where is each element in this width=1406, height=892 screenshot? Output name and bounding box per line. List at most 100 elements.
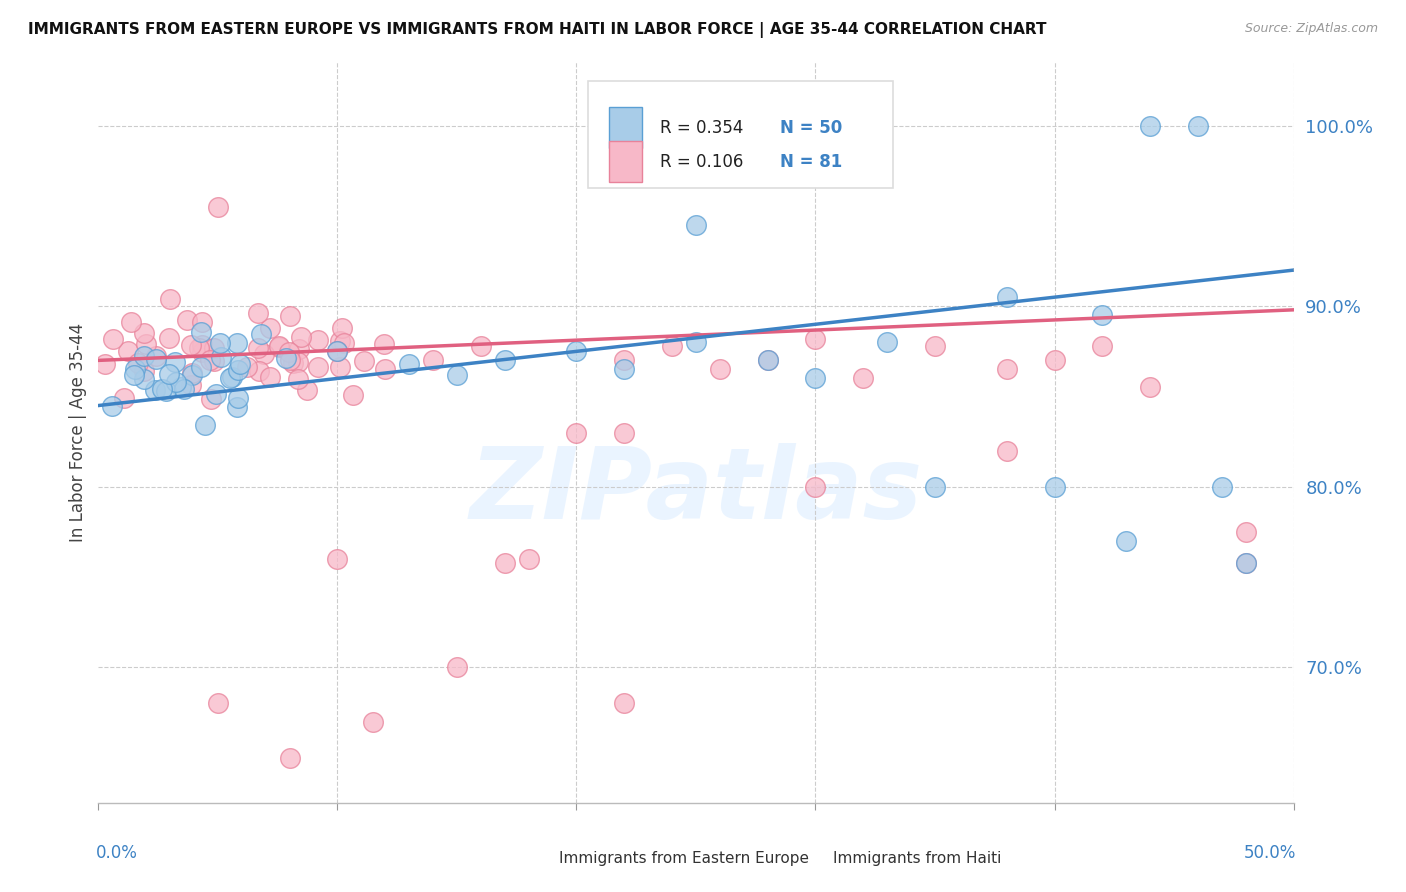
Point (326, 344, 349, 359)
Text: 50.0%: 50.0% (1243, 844, 1296, 862)
Point (613, 425, 636, 440)
Point (101, 399, 124, 413)
Point (187, 341, 209, 355)
Point (159, 292, 181, 306)
Point (1211, 480, 1233, 494)
Point (329, 359, 352, 374)
Point (124, 361, 146, 376)
Point (180, 377, 202, 392)
Point (228, 362, 250, 376)
Text: Source: ZipAtlas.com: Source: ZipAtlas.com (1244, 22, 1378, 36)
Text: ZIPatlas: ZIPatlas (470, 443, 922, 541)
Point (422, 353, 444, 368)
Point (613, 362, 636, 376)
Point (190, 314, 212, 328)
Point (143, 384, 166, 398)
Point (259, 321, 281, 335)
Point (924, 339, 946, 353)
Point (209, 350, 232, 364)
Point (259, 369, 281, 384)
Point (1234, 556, 1257, 570)
Point (205, 386, 228, 401)
Point (103, 332, 125, 346)
Point (191, 337, 214, 351)
Point (114, 391, 136, 405)
Point (756, 353, 779, 368)
Point (287, 342, 309, 356)
Point (190, 325, 212, 339)
Point (117, 344, 139, 359)
Point (470, 339, 492, 353)
Point (1115, 533, 1137, 548)
Point (1091, 308, 1114, 322)
Point (176, 313, 198, 327)
Point (221, 370, 243, 384)
Point (226, 391, 249, 405)
Point (155, 384, 177, 398)
Point (122, 368, 145, 382)
Point (274, 351, 297, 365)
FancyBboxPatch shape (589, 81, 893, 188)
Point (200, 352, 222, 367)
Text: IMMIGRANTS FROM EASTERN EUROPE VS IMMIGRANTS FROM HAITI IN LABOR FORCE | AGE 35-: IMMIGRANTS FROM EASTERN EUROPE VS IMMIGR… (28, 22, 1046, 38)
Point (202, 341, 225, 355)
Point (267, 340, 290, 354)
Point (253, 347, 276, 361)
Point (208, 336, 231, 351)
Point (163, 355, 186, 369)
Point (613, 697, 636, 711)
Point (278, 345, 301, 359)
Point (250, 327, 273, 342)
Point (446, 660, 468, 674)
Point (127, 356, 149, 370)
Y-axis label: In Labor Force | Age 35-44: In Labor Force | Age 35-44 (69, 323, 87, 542)
Point (494, 353, 516, 368)
Text: N = 50: N = 50 (780, 119, 842, 136)
Point (157, 331, 180, 345)
Point (326, 552, 349, 566)
Point (290, 330, 312, 344)
Point (200, 392, 222, 406)
Point (342, 388, 364, 402)
Point (135, 337, 157, 351)
Point (170, 380, 193, 394)
Point (236, 359, 259, 374)
Point (517, 552, 540, 566)
Point (709, 362, 731, 376)
Point (132, 349, 155, 363)
Point (330, 320, 353, 334)
Point (326, 344, 349, 359)
Point (363, 714, 385, 729)
Point (446, 368, 468, 382)
Point (1043, 480, 1066, 494)
Point (995, 290, 1018, 304)
Point (307, 333, 329, 347)
Point (278, 750, 301, 764)
Point (876, 335, 898, 350)
Point (1091, 339, 1114, 353)
Point (132, 364, 155, 378)
Point (180, 338, 202, 352)
Point (565, 425, 588, 440)
Point (278, 353, 301, 368)
Point (207, 200, 229, 214)
Point (180, 368, 202, 382)
Point (94, 357, 117, 371)
Point (287, 372, 309, 386)
Point (333, 335, 356, 350)
Point (132, 372, 155, 386)
Point (995, 362, 1018, 376)
Point (269, 339, 291, 353)
FancyBboxPatch shape (520, 847, 547, 870)
Point (329, 334, 352, 348)
Point (804, 371, 827, 385)
Point (756, 353, 779, 368)
Point (353, 354, 375, 368)
Point (173, 383, 195, 397)
Point (685, 335, 707, 350)
Point (1139, 119, 1161, 133)
Point (1234, 524, 1257, 539)
Point (165, 375, 187, 389)
Point (924, 480, 946, 494)
FancyBboxPatch shape (609, 141, 643, 182)
